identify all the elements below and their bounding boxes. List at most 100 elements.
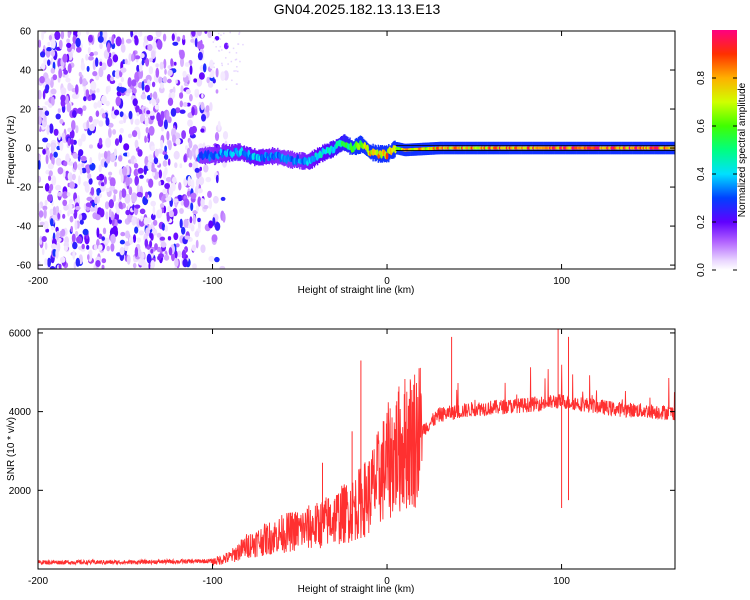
colorbar-tick-label: 0.4: [696, 167, 707, 181]
noise-speck: [215, 174, 219, 184]
noise-speck: [145, 127, 149, 134]
noise-speck: [49, 183, 54, 191]
noise-speck: [141, 59, 145, 66]
noise-speck: [141, 258, 146, 268]
noise-speck: [198, 72, 205, 80]
noise-speck: [43, 220, 49, 230]
noise-speck: [152, 41, 157, 51]
noise-speck: [190, 202, 194, 211]
noise-speck: [139, 208, 146, 215]
noise-speck: [228, 51, 231, 54]
noise-speck: [150, 114, 155, 121]
noise-speck: [122, 59, 126, 65]
noise-speck: [89, 124, 95, 132]
y-tick-label: 0: [25, 144, 31, 155]
noise-speck: [219, 265, 226, 269]
noise-speck: [72, 110, 77, 118]
noise-speck: [61, 132, 66, 140]
noise-speck: [42, 137, 49, 143]
noise-speck: [132, 130, 138, 138]
colorbar-tick-label: 0.6: [696, 119, 707, 133]
noise-speck: [153, 219, 158, 226]
noise-speck: [222, 131, 229, 140]
noise-speck: [181, 249, 186, 259]
noise-speck: [213, 66, 215, 69]
noise-speck: [118, 201, 123, 209]
x-tick-label: -100: [203, 276, 223, 287]
noise-speck: [154, 148, 159, 157]
noise-speck: [206, 76, 210, 84]
noise-speck: [75, 37, 81, 48]
noise-speck: [175, 107, 181, 114]
noise-speck: [116, 208, 120, 215]
noise-speck: [154, 243, 158, 251]
noise-speck: [57, 192, 62, 197]
noise-speck: [128, 53, 132, 62]
noise-speck: [236, 83, 238, 85]
noise-speck: [217, 32, 220, 35]
noise-speck: [150, 213, 156, 221]
noise-speck: [60, 31, 65, 40]
noise-speck: [128, 186, 133, 196]
noise-speck: [172, 134, 176, 144]
noise-speck: [38, 107, 43, 117]
noise-speck: [76, 46, 82, 53]
noise-speck: [78, 149, 84, 157]
noise-speck: [138, 69, 144, 79]
noise-speck: [59, 209, 62, 215]
noise-speck: [87, 254, 90, 261]
noise-speck: [168, 247, 173, 256]
noise-speck: [176, 250, 182, 258]
noise-speck: [74, 220, 78, 231]
noise-speck: [234, 59, 237, 61]
noise-speck: [140, 215, 144, 222]
y-tick-label: -40: [17, 222, 32, 233]
noise-speck: [44, 258, 48, 266]
noise-speck: [183, 218, 189, 228]
noise-speck: [67, 127, 72, 133]
noise-speck: [55, 248, 59, 259]
noise-speck: [114, 138, 120, 146]
noise-speck: [57, 108, 61, 113]
noise-speck: [159, 82, 164, 89]
noise-speck: [98, 244, 103, 251]
noise-speck: [69, 139, 75, 145]
noise-speck: [69, 215, 74, 223]
noise-speck: [185, 145, 188, 151]
spectrogram-x-label: Height of straight line (km): [298, 285, 415, 296]
spectrogram-marks: [38, 31, 675, 269]
noise-speck: [56, 230, 60, 241]
noise-speck: [59, 140, 64, 151]
noise-speck: [80, 155, 87, 162]
noise-speck: [193, 108, 198, 116]
noise-speck: [72, 241, 78, 250]
noise-speck: [133, 163, 139, 169]
noise-speck: [114, 69, 121, 79]
x-tick-label: -100: [203, 576, 223, 587]
noise-speck: [77, 107, 83, 115]
noise-speck: [120, 87, 125, 94]
noise-speck: [159, 207, 162, 218]
noise-speck: [51, 38, 56, 49]
noise-speck: [131, 216, 137, 226]
noise-speck: [131, 79, 137, 87]
noise-speck: [78, 175, 81, 186]
noise-speck: [38, 89, 42, 100]
noise-speck: [75, 206, 81, 211]
noise-speck: [82, 105, 87, 111]
noise-speck: [235, 70, 237, 72]
noise-speck: [63, 204, 69, 211]
noise-speck: [166, 110, 170, 121]
noise-speck: [165, 177, 172, 182]
noise-speck: [192, 263, 197, 269]
noise-speck: [93, 244, 98, 251]
noise-speck: [223, 32, 225, 35]
noise-speck: [138, 230, 145, 236]
noise-speck: [119, 127, 124, 134]
y-tick-label: -60: [17, 261, 32, 272]
noise-speck: [197, 217, 201, 223]
noise-speck: [200, 244, 206, 253]
noise-speck: [213, 62, 215, 65]
noise-speck: [123, 113, 127, 124]
noise-speck: [179, 49, 185, 60]
